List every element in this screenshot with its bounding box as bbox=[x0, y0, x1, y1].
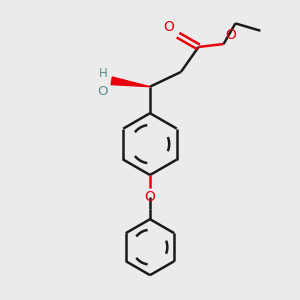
Polygon shape bbox=[111, 77, 150, 87]
Text: O: O bbox=[225, 28, 236, 42]
Text: O: O bbox=[145, 190, 155, 204]
Text: H: H bbox=[99, 67, 107, 80]
Text: O: O bbox=[164, 20, 174, 34]
Text: O: O bbox=[97, 85, 107, 98]
